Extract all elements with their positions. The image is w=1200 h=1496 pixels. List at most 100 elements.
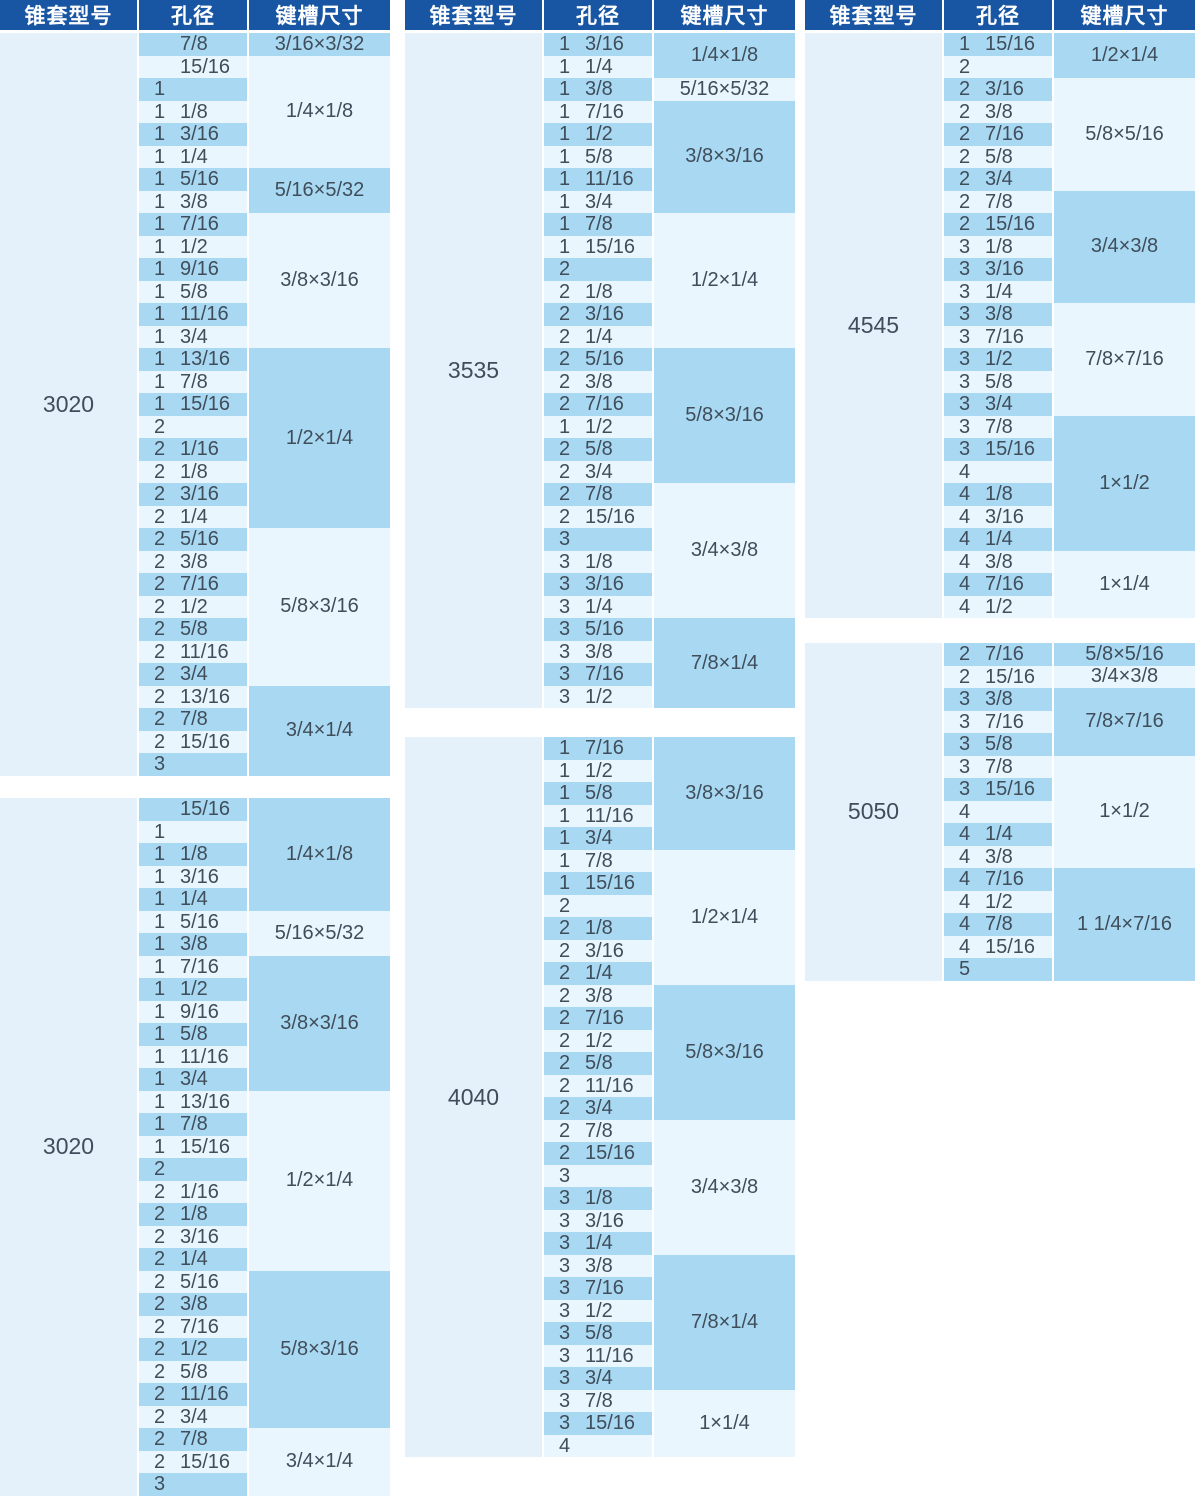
keyway-cell: 5/8×3/16 xyxy=(249,1270,390,1428)
bore-fraction: 15/16 xyxy=(180,393,231,415)
bore-cell: 3 3/8 xyxy=(944,688,1052,711)
bore-fraction: 1/8 xyxy=(585,550,613,573)
bore-fraction: 1/8 xyxy=(180,460,208,483)
bore-integer: 3 xyxy=(559,1187,571,1209)
column-header-bore: 孔径 xyxy=(944,0,1052,30)
bore-fraction: 7/8 xyxy=(585,1389,613,1412)
bore-cell: 2 1/2 xyxy=(544,1029,652,1052)
bore-integer: 2 xyxy=(154,1405,166,1428)
keyway-column: 3/8×3/16 1/2×1/4 5/8×3/16 3/4×3/8 7/8×1/4 1×1… xyxy=(654,737,795,1457)
bore-cell: 2 7/16 xyxy=(544,393,652,416)
bore-fraction: 5/8 xyxy=(180,618,208,640)
bore-fraction: 5/8 xyxy=(585,1322,613,1344)
bore-cell: 2 5/8 xyxy=(544,438,652,461)
bore-integer: 2 xyxy=(559,393,571,415)
bore-cell: 1 7/8 xyxy=(139,370,247,393)
bore-fraction: 1/2 xyxy=(585,1029,613,1052)
keyway-cell: 3/4×3/8 xyxy=(1054,665,1195,688)
bore-cell: 2 1/16 xyxy=(139,1180,247,1203)
bore-integer: 2 xyxy=(154,640,166,663)
bore-integer: 2 xyxy=(559,438,571,460)
keyway-cell: 1/2×1/4 xyxy=(249,1090,390,1271)
bore-cell: 3 3/4 xyxy=(944,393,1052,416)
bore-fraction: 7/8 xyxy=(585,213,613,235)
bore-fraction: 7/8 xyxy=(585,483,613,505)
bore-cell: 3 5/16 xyxy=(544,618,652,641)
column-header-keyway: 键槽尺寸 xyxy=(1054,0,1195,30)
bore-integer: 2 xyxy=(559,1142,571,1164)
bore-integer: 3 xyxy=(959,415,971,438)
column-header-bore: 孔径 xyxy=(544,0,652,30)
bore-cell: 1 15/16 xyxy=(139,393,247,416)
bore-cell: 4 1/4 xyxy=(944,528,1052,551)
bore-fraction: 3/16 xyxy=(585,1209,624,1232)
bore-integer: 1 xyxy=(559,235,571,258)
keyway-cell: 1×1/2 xyxy=(1054,755,1195,868)
bore-fraction: 11/16 xyxy=(180,1045,229,1068)
bore-integer: 4 xyxy=(959,483,971,505)
bore-integer: 2 xyxy=(154,708,166,730)
bore-fraction: 5/8 xyxy=(585,438,613,460)
bore-cell: 2 3/8 xyxy=(139,550,247,573)
bore-cell: 2 5/16 xyxy=(544,348,652,371)
bore-column: 2 7/16 2 15/16 3 3/8 3 7/16 3 5/8 3 7/8 3 15/16 4 4 1/4 4… xyxy=(944,643,1052,981)
bore-integer: 2 xyxy=(559,1097,571,1119)
bore-fraction: 15/16 xyxy=(180,55,231,78)
bore-cell: 2 1/4 xyxy=(544,325,652,348)
bore-cell: 3 3/16 xyxy=(544,573,652,596)
bore-cell: 1 3/16 xyxy=(139,865,247,888)
bore-cell: 4 7/16 xyxy=(944,573,1052,596)
bore-integer: 3 xyxy=(959,710,971,733)
bore-integer: 2 xyxy=(559,483,571,505)
bore-cell: 3 7/8 xyxy=(944,755,1052,778)
bore-fraction: 1/8 xyxy=(180,100,208,123)
bore-cell: 2 1/4 xyxy=(139,505,247,528)
bore-cell: 1 3/4 xyxy=(139,325,247,348)
bore-fraction: 3/8 xyxy=(985,845,1013,868)
bore-fraction: 3/16 xyxy=(585,33,624,55)
bore-cell: 3 15/16 xyxy=(544,1412,652,1435)
bore-fraction: 3/16 xyxy=(180,483,219,505)
bore-integer: 3 xyxy=(959,325,971,348)
column-header-keyway: 键槽尺寸 xyxy=(654,0,795,30)
bore-cell: 2 5/8 xyxy=(139,1360,247,1383)
bore-fraction: 15/16 xyxy=(985,935,1036,958)
bore-integer: 2 xyxy=(959,78,971,100)
bore-cell: 2 11/16 xyxy=(139,1383,247,1406)
bore-cell: 1 3/4 xyxy=(544,190,652,213)
bore-fraction: 1/4 xyxy=(180,1248,208,1270)
bore-column: 15/16 1 1 1/8 1 3/16 1 1/4 1 5/16 1 3/8 1 7/16 1 1/2 1 9/… xyxy=(139,798,247,1496)
bore-cell: 2 3/16 xyxy=(944,78,1052,101)
bore-integer: 1 xyxy=(559,759,571,782)
bore-cell: 4 1/4 xyxy=(944,823,1052,846)
bore-cell: 15/16 xyxy=(139,798,247,821)
keyway-cell: 1×1/4 xyxy=(654,1389,795,1457)
bore-integer: 2 xyxy=(959,55,971,78)
bore-integer: 3 xyxy=(959,280,971,303)
bore-fraction: 7/8 xyxy=(180,33,208,55)
bore-integer: 2 xyxy=(154,573,166,595)
bore-fraction: 1/4 xyxy=(180,145,208,168)
bore-cell: 1 11/16 xyxy=(544,804,652,827)
bore-integer: 1 xyxy=(559,213,571,235)
bore-fraction: 9/16 xyxy=(180,1000,219,1023)
bore-fraction: 7/16 xyxy=(585,1007,624,1029)
bore-integer: 1 xyxy=(154,1023,166,1045)
keyway-cell: 7/8×7/16 xyxy=(1054,688,1195,756)
bore-integer: 2 xyxy=(154,1450,166,1473)
keyway-cell: 5/8×3/16 xyxy=(654,984,795,1120)
bore-cell: 3 1/8 xyxy=(544,550,652,573)
bore-cell: 2 1/4 xyxy=(544,962,652,985)
bore-cell: 1 1/2 xyxy=(544,123,652,146)
bore-integer: 2 xyxy=(154,1158,166,1180)
bore-integer: 2 xyxy=(154,1315,166,1338)
bore-integer: 5 xyxy=(959,958,971,980)
bore-fraction: 15/16 xyxy=(985,778,1036,800)
keyway-cell: 5/8×5/16 xyxy=(1054,643,1195,666)
bore-integer: 1 xyxy=(154,888,166,910)
keyway-cell: 1/4×1/8 xyxy=(249,55,390,168)
bore-integer: 3 xyxy=(959,303,971,325)
bore-fraction: 3/8 xyxy=(585,640,613,663)
bore-cell: 4 1/2 xyxy=(944,890,1052,913)
